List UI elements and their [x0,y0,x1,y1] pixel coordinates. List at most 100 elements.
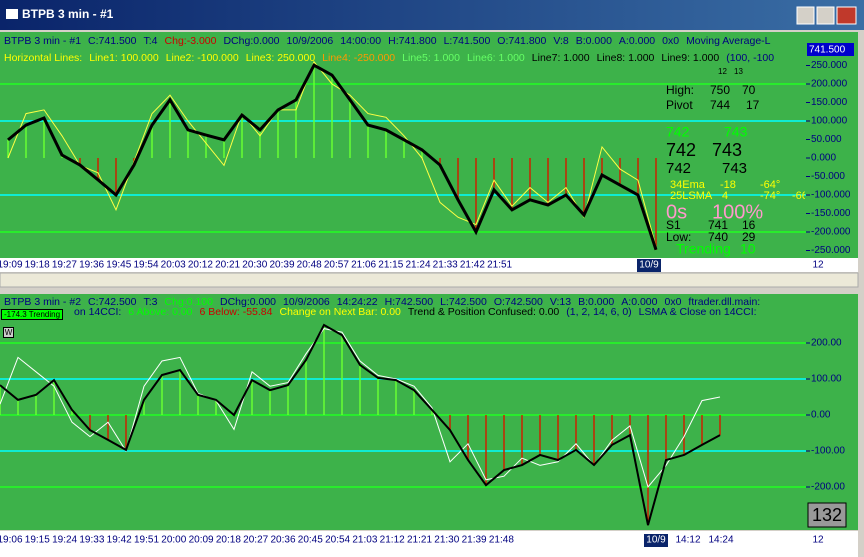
right-label: 12 [812,535,824,546]
time-label: 19:36 [79,260,104,271]
time-label: 20:30 [242,260,267,271]
header-item: T:3 [143,296,158,308]
y-tick-label: 200.00 [811,338,842,349]
count-box [807,502,847,528]
date-box [637,259,661,272]
info-text: 742 [666,124,690,140]
header-line: BTPB 3 min - #1 C:741.500 T:4 Chg:-3.000 DCh… [4,35,804,47]
y-tick-label: 100.000 [811,116,848,127]
header-item: Chg:0.100 [164,296,213,308]
y-tick-label: -100.000 [811,190,851,201]
header-line: Horizontal Lines: Line1: 100.000 Line2: -1… [4,52,804,64]
info-text: High: [666,83,694,97]
time-label: 20:57 [324,260,349,271]
time-label: 21:42 [460,260,485,271]
info-text: Trending [676,241,731,257]
header-line: on 14CCI: 6 Above: 0.00 6 Below: -55.84 Cha… [74,306,864,318]
header-item: DChg:0.000 [223,35,280,47]
header-item: 6 Below: -55.84 [199,306,273,318]
y-tick-label: 50.000 [811,134,842,145]
time-label: 20:45 [298,535,323,546]
date-label: 10/9 [646,535,666,546]
header-item: L:741.500 [443,35,491,47]
header-item: ftrader.dll.main: [688,296,761,308]
header-item: 6 Above: 0.00 [128,306,193,318]
info-text: 34Ema [670,179,706,191]
time-label: 19:33 [79,535,104,546]
info-text: 744 [710,98,730,112]
header-item: Line9: 1.000 [661,52,720,64]
y-tick-label: 0.000 [811,153,836,164]
time-label: 19:45 [106,260,131,271]
header-item: V:13 [549,296,572,308]
top-axis [806,32,858,258]
header-item: B:0.000 [578,296,615,308]
header-item: A:0.000 [618,35,656,47]
time-label: 19:27 [52,260,77,271]
header-item: T:4 [143,35,158,47]
time-label: 21:48 [489,535,514,546]
top-plot [0,32,806,258]
header-item: Line1: 100.000 [89,52,159,64]
header-item: Chg:-3.000 [164,35,217,47]
window-title: BTPB 3 min - #1 [22,7,114,21]
indicator-line [7,63,658,251]
info-box: 12 13 High: 750 70 Pivot 744 17 742 743 742 743 742 7… [666,67,808,257]
y-tick-label: -50.000 [811,171,845,182]
time-label: 20:54 [325,535,350,546]
time-label: 19:51 [134,535,159,546]
header-item: C:741.500 [88,35,137,47]
header-item: Line3: 250.000 [245,52,316,64]
header-item: B:0.000 [575,35,612,47]
time-label: 14:24 [708,535,733,546]
info-text: 10 [740,241,756,257]
date-box [644,534,668,547]
header-item: BTPB 3 min - #2 [4,296,82,308]
header-item: Moving Average-L [686,35,771,47]
minimize-button[interactable] [796,6,815,25]
header-item: Horizontal Lines: [4,52,83,64]
info-text: 741 [708,218,728,232]
header-item: H:742.500 [384,296,434,308]
time-label: 21:39 [462,535,487,546]
info-text: 743 [724,124,748,140]
time-label: 21:51 [487,260,512,271]
plot-area [0,323,806,526]
plot-area [0,60,806,251]
maximize-button[interactable] [816,6,835,25]
y-tick-label: -200.000 [811,227,851,238]
time-label: 21:21 [407,535,432,546]
window-buttons[interactable] [796,6,857,25]
info-text: 17 [746,98,760,112]
y-tick-label: 100.00 [811,374,842,385]
y-tick-label: -150.000 [811,208,851,219]
header-item: LSMA & Close on 14CCI: [638,306,757,318]
header-item: Line7: 1.000 [531,52,590,64]
header-item: 0x0 [662,35,680,47]
time-label: 19:15 [25,535,50,546]
time-label: 20:09 [189,535,214,546]
info-text: 750 [710,83,730,97]
header-item: 14:24:22 [336,296,378,308]
time-label: 20:03 [161,260,186,271]
close-button[interactable] [836,6,857,25]
info-text: 13 [734,67,743,76]
time-label: 19:06 [0,535,23,546]
header-item: Line4: -250.000 [322,52,396,64]
time-label: 19:18 [25,260,50,271]
time-label: 20:48 [297,260,322,271]
time-label: 21:12 [380,535,405,546]
info-text: 70 [742,83,756,97]
info-text: -66 [792,190,808,202]
header-item: DChg:0.000 [219,296,277,308]
time-label: 21:24 [405,260,430,271]
y-tick-label: 250.000 [811,60,848,71]
header-item: 0x0 [664,296,682,308]
y-tick-label: -100.00 [811,446,845,457]
y-tick-label: -250.000 [811,245,851,256]
right-label: 12 [812,260,824,271]
time-label: 19:54 [133,260,158,271]
scrollbar[interactable] [0,272,859,288]
time-label: 21:03 [352,535,377,546]
time-label: 14:12 [675,535,700,546]
